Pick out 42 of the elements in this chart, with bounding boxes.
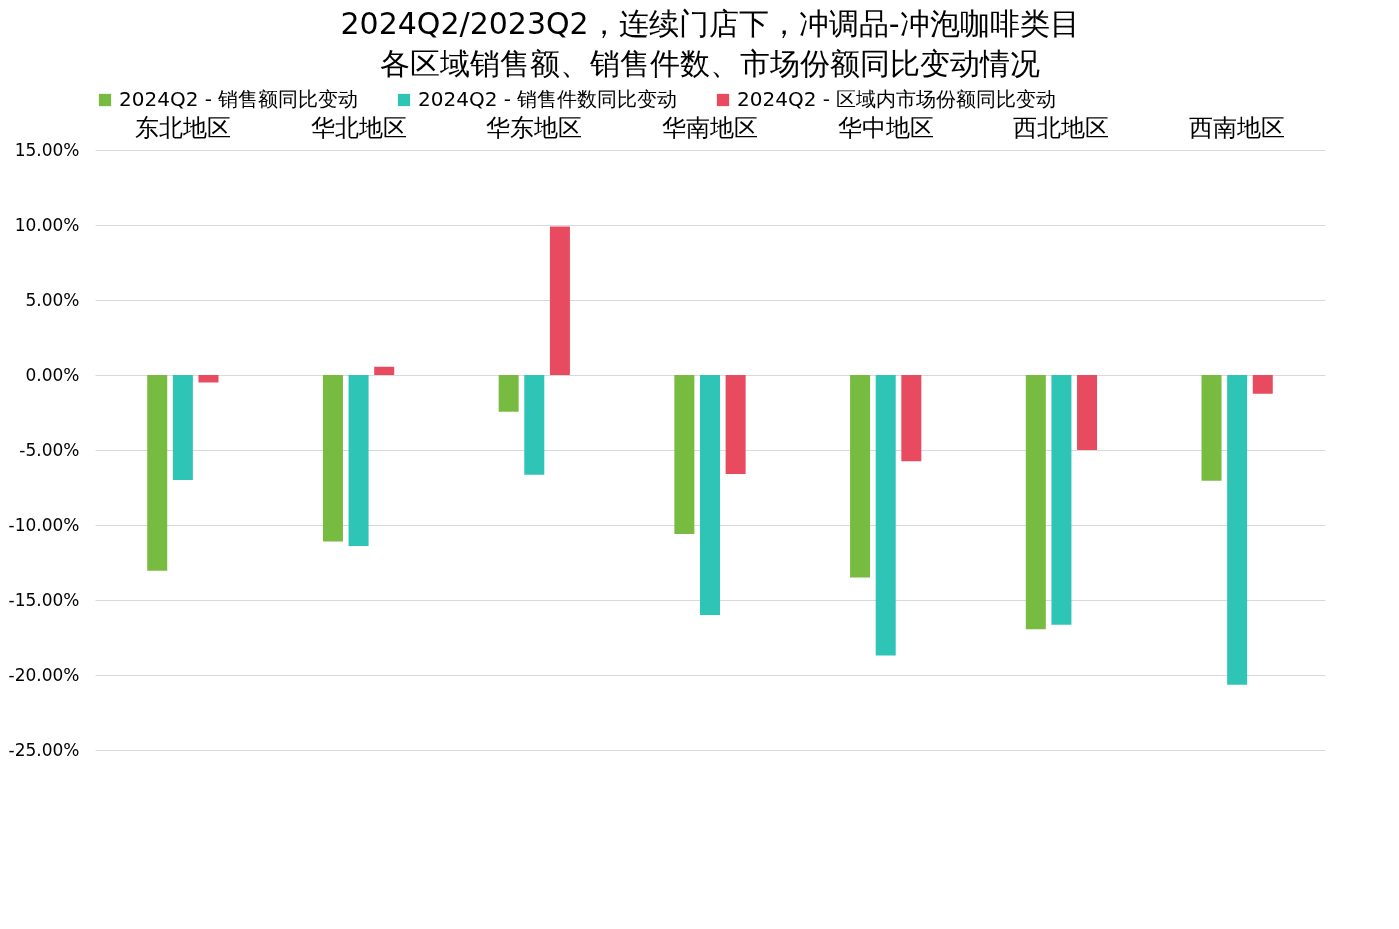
x-tick-label: 华北地区 [310,113,407,142]
y-tick-label: 5.00% [25,289,80,310]
bar [348,375,369,546]
y-tick-label: 0.00% [25,364,80,385]
bar [524,375,545,475]
x-tick-label: 华中地区 [837,113,934,142]
x-tick-label: 西南地区 [1189,113,1286,142]
chart-subtitle: 各区域销售额、销售件数、市场份额同比变动情况 [380,46,1040,81]
y-tick-label: -25.00% [8,739,80,760]
bar [1051,375,1072,625]
bar [1201,375,1222,481]
x-tick-label: 华东地区 [486,113,583,142]
x-tick-label: 东北地区 [134,113,231,142]
bar [1025,375,1046,630]
bar [1227,375,1248,685]
bar [875,375,896,656]
y-tick-label: -15.00% [8,589,80,610]
bar [374,366,395,375]
bar [322,375,343,542]
bar [700,375,720,615]
x-tick-label: 西北地区 [1013,113,1110,142]
bar [1252,375,1273,394]
bar [1077,375,1098,450]
y-tick-label: -20.00% [8,664,80,685]
bar [198,375,219,383]
y-tick-label: 10.00% [14,214,80,235]
chart-title: 2024Q2/2023Q2，连续门店下，冲调品-冲泡咖啡类目 [340,6,1080,41]
bar [674,375,695,534]
y-tick-label: 15.00% [14,139,80,160]
legend-label: 2024Q2 - 区域内市场份额同比变动 [737,87,1057,111]
legend-label: 2024Q2 - 销售件数同比变动 [418,87,678,111]
x-tick-label: 华南地区 [662,113,758,142]
bar [498,375,519,412]
bar [549,226,570,375]
bar [147,375,168,571]
bar [850,375,871,578]
bar [901,375,922,462]
legend-label: 2024Q2 - 销售额同比变动 [119,87,359,111]
y-tick-label: -10.00% [8,514,80,535]
bar [172,375,193,480]
bar [725,375,746,474]
y-tick-label: -5.00% [19,439,80,460]
